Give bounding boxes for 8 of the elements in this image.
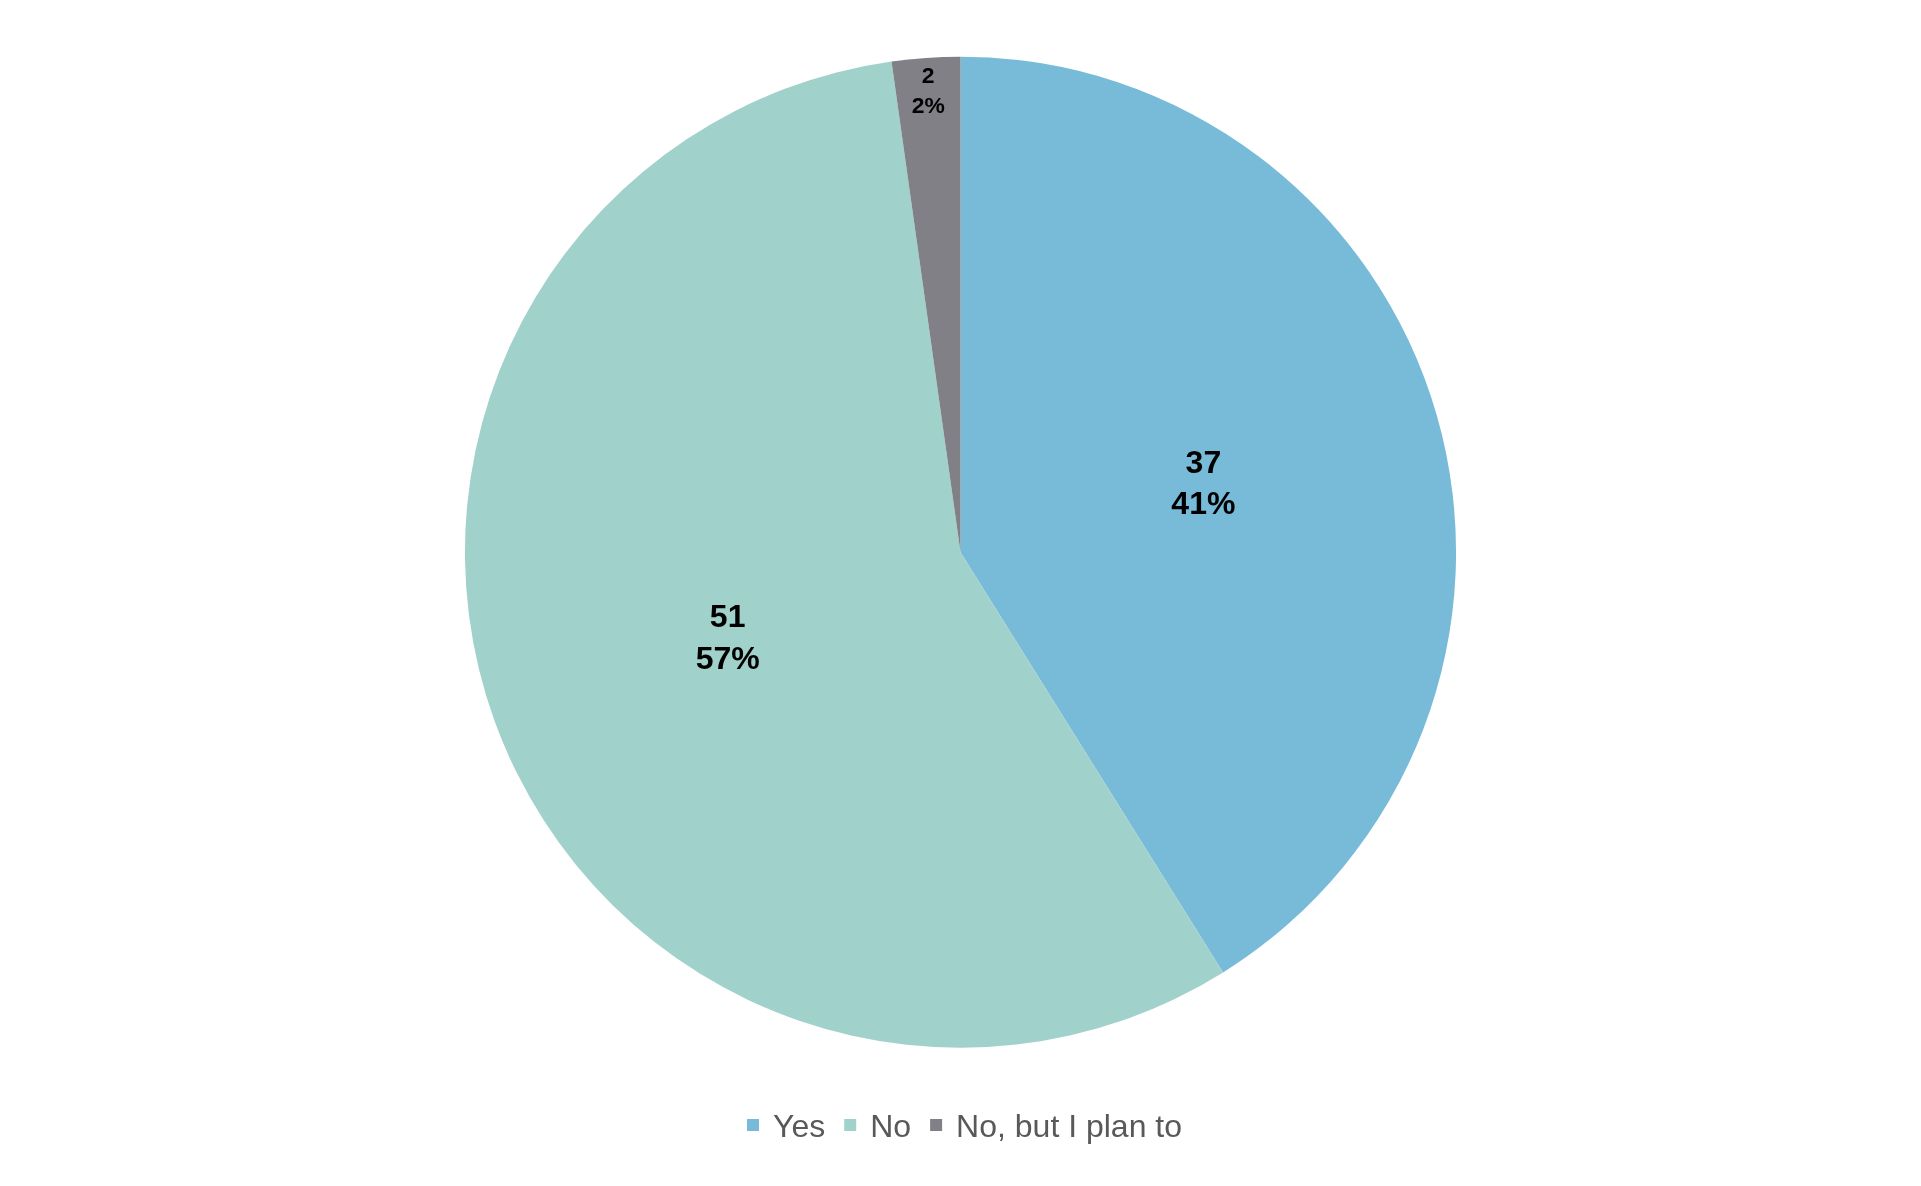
- pie-slice: [891, 56, 961, 553]
- data-label: 37 41%: [1171, 443, 1236, 522]
- legend-label: No: [870, 1108, 912, 1145]
- data-label: 51 57%: [695, 598, 760, 676]
- legend-label: Yes: [773, 1108, 826, 1145]
- data-label: 2 2%: [911, 62, 945, 118]
- legend-label: No, but I plan to: [956, 1108, 1183, 1145]
- pie-slice: [960, 56, 1456, 973]
